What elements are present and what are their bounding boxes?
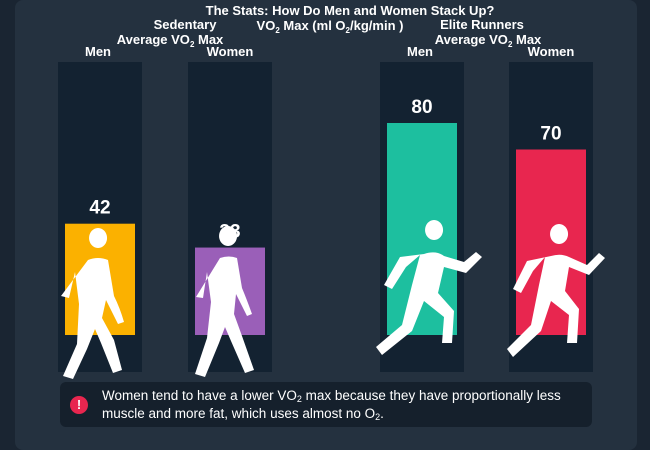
bar-category-label: Women <box>528 44 575 59</box>
bar-value-label: 42 <box>89 198 110 219</box>
note-line1-sub: 2 <box>296 394 302 404</box>
bar-value-label: 80 <box>411 97 432 118</box>
running-man-icon <box>376 220 482 355</box>
walking-man-icon <box>61 228 124 379</box>
bar-value-label: 70 <box>540 124 561 145</box>
group-label-line1: Sedentary <box>154 17 218 32</box>
chart-subtitle: VO2 Max (ml O2/kg/min ) <box>257 18 404 35</box>
note-line1-post: max because they have proportionally les… <box>301 388 561 403</box>
group-label-line1: Elite Runners <box>440 17 524 32</box>
group-label-line2: Average VO2 Max <box>435 32 542 49</box>
note-line1-pre: Women tend to have a lower VO <box>102 388 297 403</box>
running-woman-icon <box>507 224 605 357</box>
bar-category-label: Men <box>85 44 111 59</box>
bar-category-label: Men <box>407 44 433 59</box>
chart-title: The Stats: How Do Men and Women Stack Up… <box>206 3 495 18</box>
note-line2-pre: muscle and more fat, which uses almost n… <box>102 406 376 421</box>
walking-woman-icon <box>195 226 254 377</box>
note-line2-sub: 2 <box>375 412 381 422</box>
bar-value-label: 33 <box>219 222 240 243</box>
note-text: Women tend to have a lower VO2 max becau… <box>102 387 582 423</box>
exclamation-icon: ! <box>70 396 88 414</box>
note-line2-post: . <box>380 406 384 421</box>
bar-category-label: Women <box>207 44 254 59</box>
group-label-line2: Average VO2 Max <box>117 32 224 49</box>
info-note: ! Women tend to have a lower VO2 max bec… <box>60 382 592 427</box>
